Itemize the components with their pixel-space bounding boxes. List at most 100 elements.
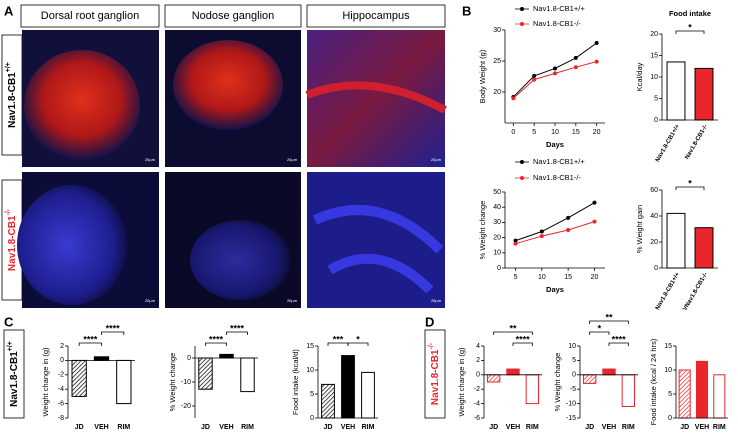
series-marker xyxy=(594,59,599,64)
y-axis-label: % Weight change xyxy=(553,353,562,412)
bar xyxy=(198,357,213,390)
y-axis-label: Kcal/day xyxy=(635,62,644,91)
x-tick-label: RIM xyxy=(241,424,254,431)
y-tick-label: 0 xyxy=(476,372,480,379)
row-label: Nav1.8-CB1+/+ xyxy=(7,341,20,407)
tissue xyxy=(24,50,140,160)
y-axis-label: Weight change in (g) xyxy=(41,347,50,417)
x-tick-label: RIM xyxy=(117,424,130,431)
series-line xyxy=(515,202,595,242)
row-label: Nav1.8-CB1+/+ xyxy=(5,62,18,128)
bar xyxy=(666,212,686,269)
image-header: Nodose ganglion xyxy=(192,10,275,22)
tissue xyxy=(190,220,290,300)
significance-bracket xyxy=(493,331,533,335)
series-marker xyxy=(594,41,599,46)
y-tick-label: 2 xyxy=(476,357,480,364)
x-tick-label: 20 xyxy=(593,129,601,136)
tissue xyxy=(17,185,127,305)
legend-marker xyxy=(520,7,524,11)
y-tick-label: 50 xyxy=(493,189,501,196)
y-tick-label: 10 xyxy=(568,343,576,350)
series-marker xyxy=(592,200,597,205)
y-tick-label: 25 xyxy=(493,58,501,65)
y-tick-label: 20 xyxy=(493,234,501,241)
scale-label: 20µm xyxy=(287,298,298,303)
series-marker xyxy=(513,238,518,243)
x-tick-label: 15 xyxy=(564,274,572,281)
bar xyxy=(341,355,355,419)
significance-label: **** xyxy=(516,334,531,344)
y-tick-label: 5 xyxy=(572,357,576,364)
y-tick-label: -5 xyxy=(570,386,576,393)
bar xyxy=(240,357,255,393)
bar xyxy=(506,368,520,376)
x-tick-label: VEH xyxy=(341,424,355,431)
x-tick-label: JD xyxy=(680,424,689,431)
micrographs xyxy=(17,30,447,308)
series-marker xyxy=(532,77,537,82)
x-tick-label: Nav1.8-CB1+/+ xyxy=(655,271,681,311)
legend-label: Nav1.8-CB1+/+ xyxy=(533,4,585,13)
y-tick-label: -10 xyxy=(181,379,191,386)
scale-label: 20µm xyxy=(287,157,298,162)
tissue xyxy=(173,40,283,130)
y-axis-label: % Weight change xyxy=(168,353,177,412)
series-marker xyxy=(513,241,518,246)
significance-label: * xyxy=(356,334,360,344)
x-tick-label: 10 xyxy=(551,129,559,136)
y-tick-label: 60 xyxy=(650,187,658,194)
significance-bracket xyxy=(675,30,705,34)
panel-label: B xyxy=(462,3,471,18)
bar xyxy=(486,374,501,383)
x-tick-label: JD xyxy=(489,424,498,431)
x-tick-label: VEH xyxy=(94,424,108,431)
y-tick-label: 15 xyxy=(664,343,672,350)
y-axis-label: Food intake (kcal/d) xyxy=(291,349,300,415)
panel-label: C xyxy=(4,314,14,329)
significance-bracket xyxy=(205,342,227,346)
series-marker xyxy=(573,65,578,70)
significance-label: **** xyxy=(230,323,245,333)
bar xyxy=(93,356,110,361)
bar xyxy=(116,359,132,405)
x-tick-label: 15 xyxy=(572,129,580,136)
bar xyxy=(713,374,726,419)
x-tick-label: 10 xyxy=(538,274,546,281)
tissue xyxy=(305,81,447,114)
y-tick-label: 15 xyxy=(306,343,314,350)
y-tick-label: 15 xyxy=(650,52,658,59)
y-tick-label: 4 xyxy=(476,343,480,350)
y-axis-label: % Weight gain xyxy=(635,205,644,253)
y-tick-label: 0 xyxy=(310,415,314,422)
series-marker xyxy=(566,228,571,232)
y-tick-label: 10 xyxy=(493,250,501,257)
row-label-box xyxy=(424,329,446,419)
y-axis-label: Body Weight (g) xyxy=(478,49,487,103)
x-tick-label: VEH xyxy=(695,424,709,431)
panel-label: A xyxy=(4,3,14,18)
bar xyxy=(666,61,686,121)
series-marker xyxy=(532,73,537,78)
header-box xyxy=(20,4,160,28)
y-axis-label: Food intake (kcal / 24 hrs) xyxy=(649,338,658,425)
significance-bracket xyxy=(226,331,248,335)
significance-label: * xyxy=(688,178,692,188)
x-tick-label: Nav1.8-CB1+/+ xyxy=(655,123,681,163)
bar xyxy=(695,360,709,419)
significance-label: **** xyxy=(83,334,98,344)
y-tick-label: 0 xyxy=(572,372,576,379)
panel-label: D xyxy=(425,314,434,329)
y-tick-label: -4 xyxy=(474,400,480,407)
x-tick-label: 20 xyxy=(591,274,599,281)
bar xyxy=(361,371,375,419)
significance-label: ** xyxy=(509,323,517,333)
x-tick-label: RIM xyxy=(362,424,375,431)
y-tick-label: -8 xyxy=(58,415,64,422)
y-tick-label: 5 xyxy=(668,391,672,398)
scale-label: 20µm xyxy=(145,298,156,303)
series-line xyxy=(515,221,595,245)
row-label: Nav1.8-CB1-/- xyxy=(428,342,441,405)
bar xyxy=(694,227,714,269)
image-header: Hippocampus xyxy=(342,10,410,22)
